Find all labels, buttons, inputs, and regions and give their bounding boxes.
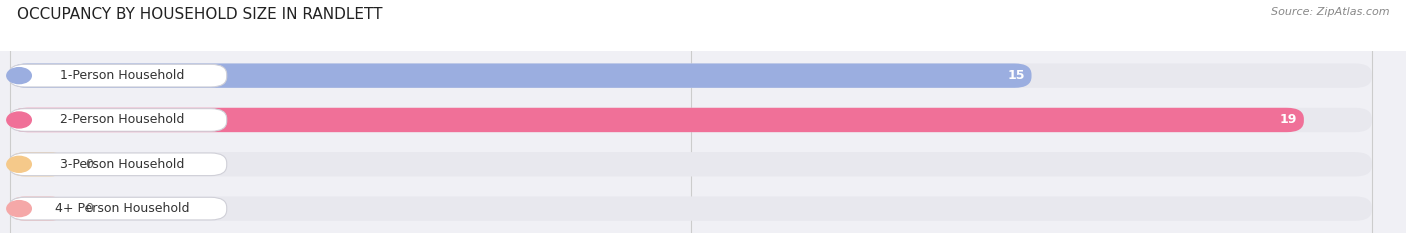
Text: 3-Person Household: 3-Person Household [60, 158, 184, 171]
Text: 1-Person Household: 1-Person Household [60, 69, 184, 82]
Text: 15: 15 [1007, 69, 1025, 82]
Circle shape [7, 68, 31, 84]
Text: 4+ Person Household: 4+ Person Household [55, 202, 190, 215]
FancyBboxPatch shape [10, 152, 1372, 176]
FancyBboxPatch shape [10, 152, 65, 176]
FancyBboxPatch shape [8, 109, 226, 131]
Text: Source: ZipAtlas.com: Source: ZipAtlas.com [1271, 7, 1389, 17]
FancyBboxPatch shape [10, 196, 65, 221]
Text: 19: 19 [1279, 113, 1298, 127]
FancyBboxPatch shape [10, 63, 1372, 88]
FancyBboxPatch shape [10, 108, 1372, 132]
FancyBboxPatch shape [10, 108, 1303, 132]
Circle shape [7, 112, 31, 128]
FancyBboxPatch shape [8, 64, 226, 87]
FancyBboxPatch shape [10, 63, 1032, 88]
Text: OCCUPANCY BY HOUSEHOLD SIZE IN RANDLETT: OCCUPANCY BY HOUSEHOLD SIZE IN RANDLETT [17, 7, 382, 22]
FancyBboxPatch shape [8, 153, 226, 176]
FancyBboxPatch shape [10, 196, 1372, 221]
FancyBboxPatch shape [8, 197, 226, 220]
Circle shape [7, 156, 31, 172]
Text: 2-Person Household: 2-Person Household [60, 113, 184, 127]
Text: 0: 0 [86, 158, 93, 171]
Circle shape [7, 201, 31, 217]
Text: 0: 0 [86, 202, 93, 215]
